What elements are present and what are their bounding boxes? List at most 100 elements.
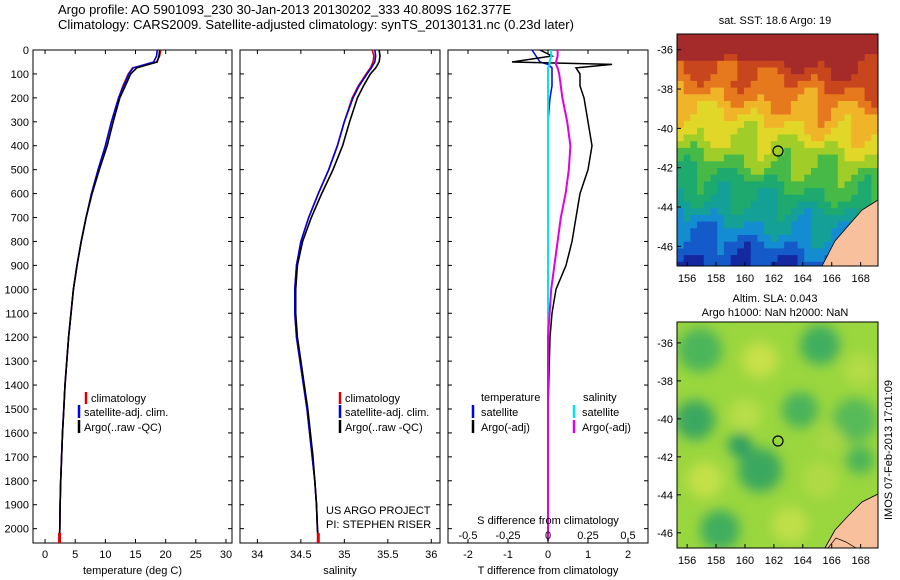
sla-map-frame	[676, 321, 879, 549]
temperature-tick-label: 25	[190, 549, 202, 561]
figure-title-line1: Argo profile: AO 5901093_230 30-Jan-2013…	[58, 2, 512, 17]
salinity-panel: 34 34.5 35 35.5 36 salinity	[251, 49, 437, 577]
new-zealand-land-sla	[824, 493, 878, 548]
legend-s-argo-label: Argo(-adj)	[582, 422, 631, 434]
temperature-tick-label: 20	[160, 549, 172, 561]
project-note: US ARGO PROJECT	[326, 505, 431, 517]
series-temperature-argo-adj-	[511, 49, 613, 541]
lat-tick-label: -42	[657, 163, 673, 175]
s-difference-title: S difference from climatology	[477, 515, 619, 527]
lat-tick-label: -40	[657, 123, 673, 135]
legend-satellite-label: satellite-adj. clim.	[345, 407, 429, 419]
temperature-tick-label: 15	[129, 549, 141, 561]
depth-tick-label: 1100	[5, 308, 29, 320]
s-difference-tick-label: -0.5	[459, 530, 478, 542]
lon-tick-label: 158	[707, 273, 725, 285]
temperature-tick-label: 30	[220, 549, 232, 561]
temperature-panel-frame	[32, 49, 233, 544]
depth-tick-label: 1200	[5, 332, 29, 344]
depth-tick-label: 800	[11, 236, 29, 248]
depth-tick-label: 900	[11, 260, 29, 272]
lat-tick-label: -40	[657, 414, 673, 426]
lon-tick-label: 166	[823, 273, 841, 285]
depth-tick-label: 1800	[5, 476, 29, 488]
temperature-panel: 0 5 10 15 20 25 30 temperature (deg C)	[42, 49, 232, 577]
figure-title-line2: Climatology: CARS2009. Satellite-adjuste…	[58, 17, 574, 32]
lon-tick-label: 156	[678, 273, 696, 285]
difference-legend: temperature salinity satellite Argo(-adj…	[471, 392, 631, 434]
lon-tick-label: 158	[707, 555, 725, 567]
lat-tick-label: -46	[657, 241, 673, 253]
legend-temperature-heading: temperature	[481, 392, 540, 404]
temperature-tick-label: 10	[99, 549, 111, 561]
difference-panel: -2 -1 0 1 2 T difference from climatology -0.5…	[459, 49, 636, 577]
legend-climatology-label: climatology	[345, 393, 401, 405]
imos-timestamp: IMOS 07-Feb-2013 17:01:09	[883, 380, 895, 520]
depth-tick-label: 600	[11, 189, 29, 201]
lat-tick-label: -38	[657, 84, 673, 96]
legend-argo-label: Argo(..raw -QC)	[84, 422, 162, 434]
salinity-tick-label: 34	[251, 549, 263, 561]
t-difference-tick-label: 0	[545, 549, 551, 561]
temperature-tick-label: 5	[72, 549, 78, 561]
s-difference-tick-label: 0	[545, 530, 551, 542]
depth-tick-label: 100	[11, 69, 29, 81]
sst-map-frame	[676, 33, 879, 267]
depth-tick-label: 200	[11, 93, 29, 105]
t-difference-tick-label: -2	[463, 549, 473, 561]
salinity-tick-label: 35.5	[377, 549, 398, 561]
depth-tick-label: 400	[11, 141, 29, 153]
salinity-axis-title: salinity	[323, 565, 357, 577]
lat-tick-label: -42	[657, 452, 673, 464]
depth-tick-label: 2000	[5, 524, 29, 536]
lat-tick-label: -46	[657, 528, 673, 540]
temperature-axis-title: temperature (deg C)	[83, 565, 182, 577]
legend-t-argo-label: Argo(-adj)	[481, 422, 530, 434]
legend-t-satellite-label: satellite	[481, 407, 518, 419]
bathymetry-contour	[827, 537, 857, 548]
lon-tick-label: 156	[678, 555, 696, 567]
salinity-tick-label: 36	[425, 549, 437, 561]
series-argo-raw-qc-	[58, 49, 161, 541]
sst-map-title: sat. SST: 18.6 Argo: 19	[719, 15, 832, 27]
depth-tick-label: 1000	[5, 284, 29, 296]
sst-map-axes: -36 -38 -40 -42 -44 -46 156 158 160 162 164 166 168	[657, 45, 870, 285]
depth-tick-label: 1400	[5, 380, 29, 392]
lat-tick-label: -38	[657, 376, 673, 388]
depth-tick-label: 300	[11, 117, 29, 129]
depth-tick-label: 1900	[5, 500, 29, 512]
legend-climatology-label: climatology	[91, 393, 147, 405]
depth-axis: 0 100 200 300 400 500 600 700 800 900 1000 1100 1200…	[5, 45, 648, 536]
s-difference-tick-label: 0.25	[577, 530, 598, 542]
depth-tick-label: 0	[23, 45, 29, 57]
t-difference-tick-label: 1	[585, 549, 591, 561]
temperature-tick-label: 0	[42, 549, 48, 561]
t-difference-tick-label: -1	[503, 549, 513, 561]
lat-tick-label: -36	[657, 45, 673, 57]
legend-argo-label: Argo(..raw -QC)	[345, 422, 423, 434]
sla-field	[677, 325, 877, 548]
sla-map-title-line2: Argo h1000: NaN h2000: NaN	[702, 307, 849, 319]
sla-map	[677, 322, 878, 548]
float-position-marker-sst	[772, 145, 784, 157]
series-salinity-argo-adj-	[547, 50, 572, 541]
lon-tick-label: 160	[736, 555, 754, 567]
depth-tick-label: 1300	[5, 356, 29, 368]
sla-map-title-line1: Altim. SLA: 0.043	[733, 293, 818, 305]
lon-tick-label: 164	[794, 555, 812, 567]
legend-salinity-heading: salinity	[583, 392, 617, 404]
sst-map	[677, 34, 878, 266]
sla-map-axes: -36 -38 -40 -42 -44 -46 156 158 160 162 164 166 168	[657, 338, 870, 567]
temperature-legend: climatology satellite-adj. clim. Argo(..…	[77, 392, 168, 434]
lon-tick-label: 166	[823, 555, 841, 567]
lon-tick-label: 162	[765, 273, 783, 285]
salinity-tick-label: 34.5	[290, 549, 311, 561]
t-difference-tick-label: 2	[625, 549, 631, 561]
series-argo-raw-qc-	[294, 49, 381, 541]
salinity-legend: climatology satellite-adj. clim. Argo(..…	[338, 392, 429, 434]
legend-satellite-label: satellite-adj. clim.	[84, 407, 168, 419]
depth-tick-label: 700	[11, 213, 29, 225]
lon-tick-label: 164	[794, 273, 812, 285]
depth-tick-label: 1500	[5, 404, 29, 416]
